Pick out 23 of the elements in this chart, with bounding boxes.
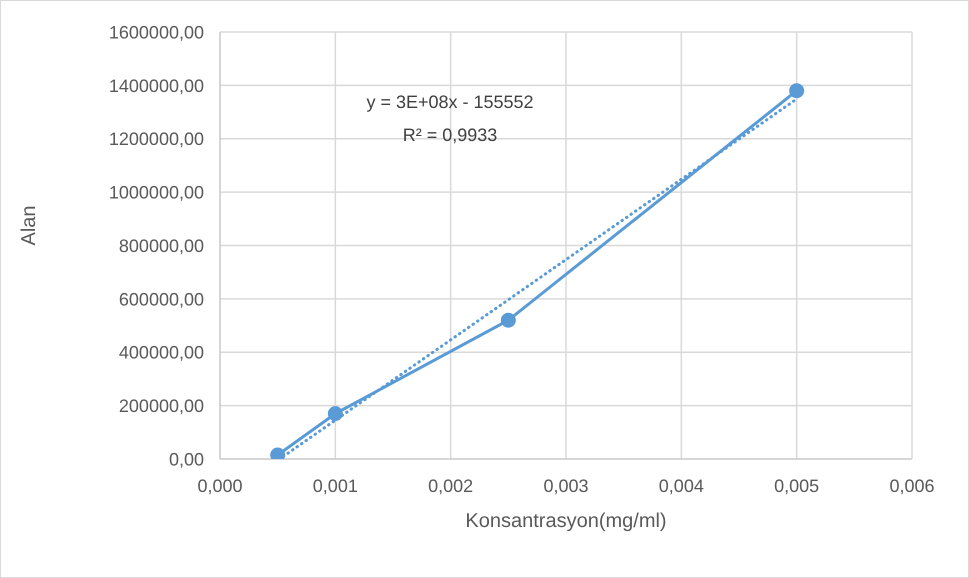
y-tick-label: 1400000,00 xyxy=(108,76,204,96)
point xyxy=(789,83,804,98)
y-tick-label: 1600000,00 xyxy=(108,22,204,42)
y-tick-label: 800000,00 xyxy=(118,236,204,256)
x-tick-label: 0,003 xyxy=(543,476,589,496)
x-tick-label: 0,000 xyxy=(197,476,243,496)
y-axis-title: Alan xyxy=(18,205,40,246)
y-tick-label: 0,00 xyxy=(168,449,204,470)
point xyxy=(328,406,343,422)
y-tick-label: 1000000,00 xyxy=(108,182,204,203)
y-tick-label: 1200000,00 xyxy=(108,129,204,150)
point xyxy=(500,312,516,328)
x-tick-label: 0,005 xyxy=(774,476,820,496)
annotation: y = 3E+08x - 155552 xyxy=(365,92,535,113)
x-tick-label: 0,004 xyxy=(658,476,704,496)
annotation: R² = 0,9933 xyxy=(402,125,498,146)
x-tick-label: 0,001 xyxy=(312,476,358,496)
y-tick-label: 200000,00 xyxy=(118,396,204,416)
x-tick-label: 0,006 xyxy=(889,476,935,496)
y-tick-label: 600000,00 xyxy=(118,289,204,310)
x-tick-label: 0,002 xyxy=(428,476,474,496)
y-tick-label: 400000,00 xyxy=(118,342,204,363)
x-axis-title: Konsantrasyon(mg/ml) xyxy=(465,510,667,532)
